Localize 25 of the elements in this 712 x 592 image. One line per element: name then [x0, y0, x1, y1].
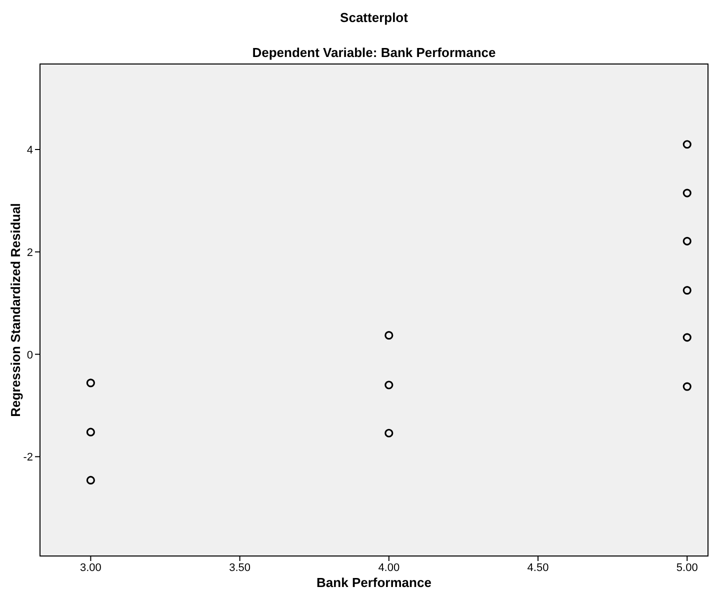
chart-subtitle: Dependent Variable: Bank Performance [252, 45, 496, 60]
point [682, 236, 692, 246]
point [384, 331, 394, 340]
x-axis-title: Bank Performance [316, 575, 432, 590]
point [86, 428, 95, 436]
point [86, 476, 95, 485]
chart-title: Scatterplot [340, 10, 409, 25]
point [682, 333, 692, 342]
y-axis-title: Regression Standardized Residual [8, 203, 23, 417]
x-tick-label: 4.50 [527, 562, 549, 574]
y-tick-label: 2 [26, 246, 33, 259]
x-tick-label: 4.00 [378, 562, 400, 574]
point [682, 140, 692, 149]
x-tick-label: 3.50 [229, 562, 251, 574]
y-tick-label: -2 [23, 452, 33, 464]
point [682, 286, 692, 295]
point [682, 382, 692, 391]
y-tick-label: 4 [26, 144, 33, 156]
point [682, 188, 692, 198]
point [384, 380, 394, 390]
x-tick-label: 3.00 [80, 562, 102, 574]
y-tick-label: 0 [26, 349, 33, 362]
x-tick-label: 5.00 [676, 562, 698, 574]
point [86, 378, 95, 388]
point [384, 428, 394, 438]
